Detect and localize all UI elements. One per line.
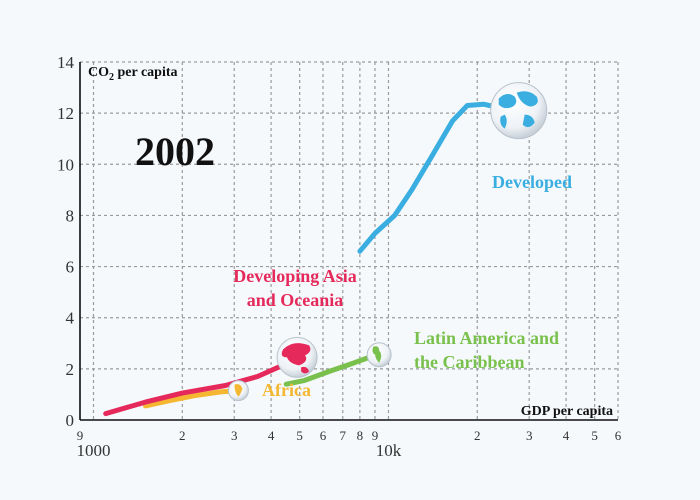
series-label-3: Latin America and the Caribbean bbox=[414, 328, 559, 372]
series-label-line: Latin America and bbox=[414, 328, 559, 348]
series-label-line: Africa bbox=[262, 380, 311, 400]
x-minor-tick-label: 2 bbox=[474, 428, 481, 443]
continent-shape bbox=[516, 91, 538, 107]
series-icons bbox=[227, 82, 548, 402]
africa-icon bbox=[227, 380, 249, 402]
x-minor-tick-label: 6 bbox=[320, 428, 327, 443]
globe-icon bbox=[490, 82, 548, 140]
x-minor-tick-label: 4 bbox=[563, 428, 570, 443]
x-minor-tick-label: 9 bbox=[77, 428, 84, 443]
series-label-line: the Caribbean bbox=[414, 352, 525, 372]
series-label-line: Developing Asia bbox=[233, 266, 357, 286]
continent-shape bbox=[234, 384, 243, 397]
continent-shape bbox=[498, 94, 517, 109]
x-minor-tick-label: 9 bbox=[372, 428, 379, 443]
americas-icon bbox=[366, 342, 392, 368]
y-axis-title: CO2 per capita bbox=[88, 65, 178, 83]
x-minor-tick-label: 6 bbox=[615, 428, 622, 443]
series-label-line: and Oceania bbox=[247, 290, 344, 310]
globe-disc bbox=[490, 82, 548, 140]
x-minor-tick-label: 4 bbox=[268, 428, 275, 443]
x-major-tick-label: 1000 bbox=[76, 441, 110, 460]
y-tick-label: 4 bbox=[66, 309, 75, 328]
x-minor-tick-label: 8 bbox=[357, 428, 364, 443]
continent-shape bbox=[372, 346, 382, 363]
x-minor-tick-label: 5 bbox=[591, 428, 598, 443]
continent-shape bbox=[500, 114, 507, 129]
series-label-1: Developing Asia and Oceania bbox=[233, 266, 357, 310]
series-label-2: Africa bbox=[262, 380, 311, 400]
x-minor-tick-label: 7 bbox=[340, 428, 347, 443]
continent-shape bbox=[522, 114, 535, 128]
x-axis-title: GDP per capita bbox=[521, 404, 613, 419]
series-labels: Developed Developing Asia and Oceania Afric… bbox=[233, 172, 572, 400]
y-tick-label: 0 bbox=[66, 411, 75, 430]
y-tick-label: 10 bbox=[57, 155, 74, 174]
y-tick-label: 8 bbox=[66, 206, 75, 225]
continent-shape bbox=[281, 343, 311, 366]
x-minor-tick-label: 3 bbox=[526, 428, 533, 443]
y-tick-label: 6 bbox=[66, 258, 75, 277]
x-minor-tick-label: 3 bbox=[231, 428, 238, 443]
x-minor-tick-label: 5 bbox=[296, 428, 303, 443]
y-tick-label: 12 bbox=[57, 104, 74, 123]
series-label-0: Developed bbox=[492, 172, 572, 192]
y-tick-label: 2 bbox=[66, 360, 75, 379]
axes bbox=[79, 62, 618, 421]
series-label-line: Developed bbox=[492, 172, 572, 192]
x-major-tick-label: 10k bbox=[376, 441, 402, 460]
continent-shape bbox=[301, 366, 310, 374]
asia-oceania-icon bbox=[276, 336, 318, 378]
series-line-2 bbox=[142, 388, 241, 409]
year-label: 2002 bbox=[135, 129, 215, 174]
y-tick-label: 14 bbox=[57, 53, 75, 72]
x-minor-tick-label: 2 bbox=[179, 428, 186, 443]
